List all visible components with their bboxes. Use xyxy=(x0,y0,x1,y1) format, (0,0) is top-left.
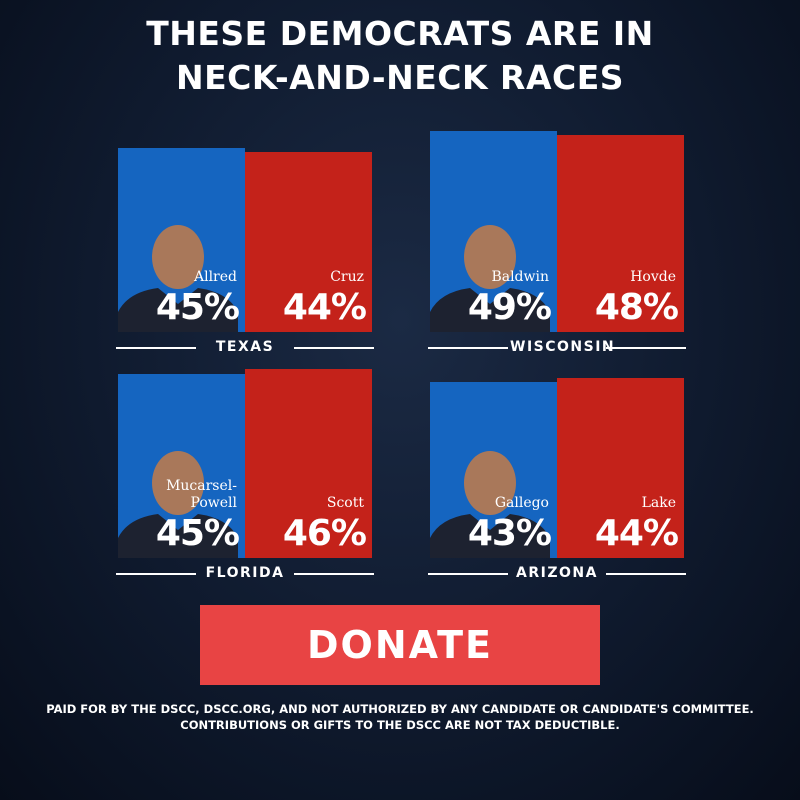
disclaimer: PAID FOR BY THE DSCC, DSCC.ORG, AND NOT … xyxy=(46,702,754,716)
bar: 46% Scott xyxy=(245,369,372,558)
candidate-name: Hovde xyxy=(630,268,676,285)
candidate-name: Allred xyxy=(193,269,237,285)
state-label: TEXAS xyxy=(215,339,275,355)
divider xyxy=(428,573,508,575)
bar: 44% Lake xyxy=(557,377,684,558)
divider xyxy=(606,347,686,349)
bar: 45% Mucarsel-Powell xyxy=(118,373,245,558)
state-label: FLORIDA xyxy=(205,565,285,581)
divider xyxy=(294,347,374,349)
value-label: 48% xyxy=(594,286,679,328)
candidate-name: Baldwin xyxy=(491,268,549,285)
candidate-name: Cruz xyxy=(330,268,364,285)
state-label: WISCONSIN xyxy=(510,339,616,355)
candidate-name: Gallego xyxy=(494,494,549,511)
candidate-silhouette xyxy=(118,451,238,558)
divider xyxy=(606,573,686,575)
candidate-name: Lake xyxy=(641,494,676,511)
candidate-name: Scott xyxy=(326,494,364,511)
candidate-name: Mucarsel-Powell xyxy=(166,478,237,511)
value-label: 44% xyxy=(282,286,367,328)
value-label: 43% xyxy=(467,512,552,554)
value-label: 44% xyxy=(594,512,679,554)
value-label: 49% xyxy=(467,286,552,328)
bar: 43% Gallego xyxy=(430,381,557,558)
disclaimer: CONTRIBUTIONS OR GIFTS TO THE DSCC ARE N… xyxy=(180,718,620,732)
headline: THESE DEMOCRATS ARE IN xyxy=(146,14,654,53)
value-label: 46% xyxy=(282,512,367,554)
bar: 49% Baldwin xyxy=(430,131,557,332)
headline: NECK-AND-NECK RACES xyxy=(175,58,625,97)
bar: 45% Allred xyxy=(118,147,245,332)
divider xyxy=(428,347,508,349)
divider xyxy=(294,573,374,575)
candidate-silhouette xyxy=(430,450,550,558)
candidate-silhouette xyxy=(430,224,550,332)
state-label: ARIZONA xyxy=(516,565,598,581)
divider xyxy=(116,347,196,349)
donate-button[interactable]: DONATE xyxy=(200,605,600,685)
divider xyxy=(116,573,196,575)
value-label: 45% xyxy=(155,287,240,328)
bar: 44% Cruz xyxy=(245,151,372,332)
candidate-silhouette xyxy=(118,225,238,332)
value-label: 45% xyxy=(155,513,240,554)
bar: 48% Hovde xyxy=(557,135,684,332)
